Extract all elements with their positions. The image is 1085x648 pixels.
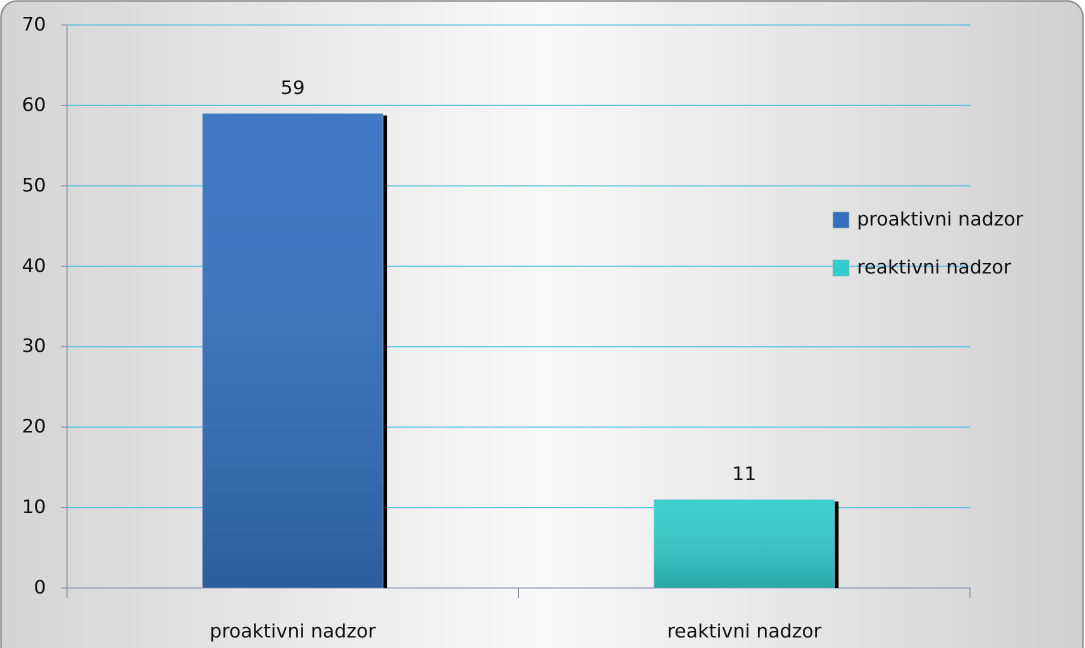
- bar-shade: [202, 113, 384, 588]
- legend-label: reaktivni nadzor: [857, 257, 1011, 279]
- legend-swatch: [832, 211, 850, 229]
- y-tick-label: 50: [22, 174, 46, 196]
- y-tick-label: 70: [22, 14, 46, 36]
- y-tick-label: 60: [22, 94, 46, 116]
- bar-shade: [653, 499, 835, 588]
- data-label: 11: [732, 463, 756, 485]
- y-tick-label: 10: [22, 496, 46, 518]
- data-label: 59: [281, 77, 305, 99]
- y-tick-label: 20: [22, 416, 46, 438]
- legend-swatch: [832, 259, 850, 277]
- x-tick-label: proaktivni nadzor: [210, 621, 376, 643]
- y-tick-label: 40: [22, 255, 46, 277]
- y-tick-label: 30: [22, 335, 46, 357]
- x-tick-label: reaktivni nadzor: [667, 621, 821, 643]
- y-tick-label: 0: [34, 577, 46, 599]
- legend-label: proaktivni nadzor: [857, 209, 1023, 231]
